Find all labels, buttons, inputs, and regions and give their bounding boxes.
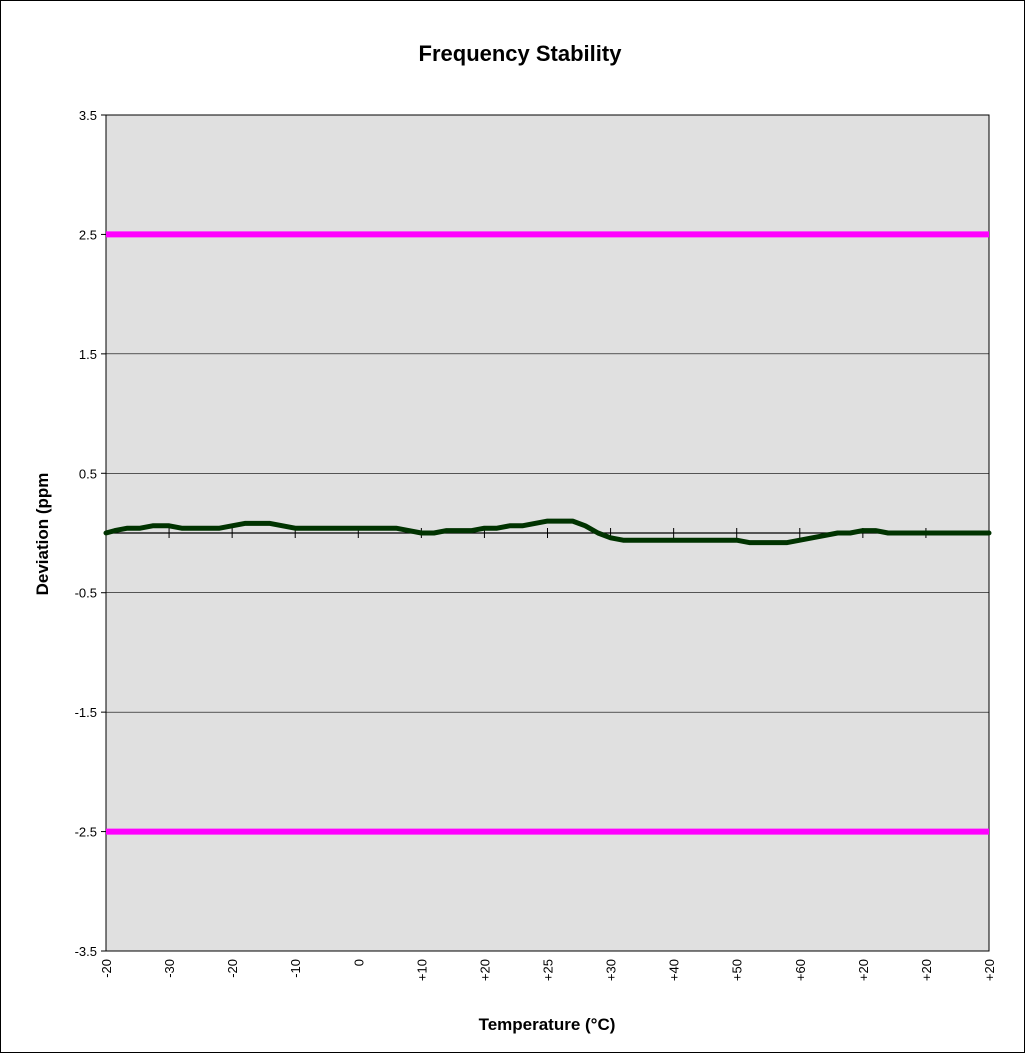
x-tick-label: +20 (856, 959, 871, 981)
x-tick-label: +20 (982, 959, 997, 981)
x-tick-label: -30 (162, 959, 177, 978)
x-tick-label: +40 (667, 959, 682, 981)
x-tick-label: +50 (730, 959, 745, 981)
x-tick-label: 0 (351, 959, 366, 966)
y-tick-label: 3.5 (79, 108, 97, 123)
y-tick-label: -1.5 (75, 705, 97, 720)
y-axis-title: Deviation (ppm (33, 473, 52, 596)
y-tick-label: 0.5 (79, 466, 97, 481)
series-line-measured (103, 518, 992, 546)
x-tick-label: +20 (919, 959, 934, 981)
x-tick-label: -10 (288, 959, 303, 978)
limit-lines (106, 231, 989, 835)
chart-title: Frequency Stability (419, 41, 623, 66)
y-axis-ticks: 3.5 2.5 1.5 0.5 -0.5 -1.5 -2.5 -3.5 (75, 108, 106, 959)
x-tick-label: +30 (604, 959, 619, 981)
x-tick-label: -20 (99, 959, 114, 978)
y-tick-label: 1.5 (79, 347, 97, 362)
series-layer (103, 518, 992, 546)
x-tick-label: +10 (414, 959, 429, 981)
y-tick-label: 2.5 (79, 227, 97, 242)
x-axis-title: Temperature (°C) (479, 1015, 616, 1034)
y-tick-label: -0.5 (75, 586, 97, 601)
x-tick-label: -20 (225, 959, 240, 978)
y-tick-label: -3.5 (75, 944, 97, 959)
x-axis-ticks: -20 -30 -20 -10 0 +10 +20 +25 +30 +40 +50 +60 +20 +20… (99, 528, 997, 981)
y-tick-label: -2.5 (75, 825, 97, 840)
x-tick-label: +25 (541, 959, 556, 981)
x-tick-label: +60 (793, 959, 808, 981)
x-tick-label: +20 (477, 959, 492, 981)
